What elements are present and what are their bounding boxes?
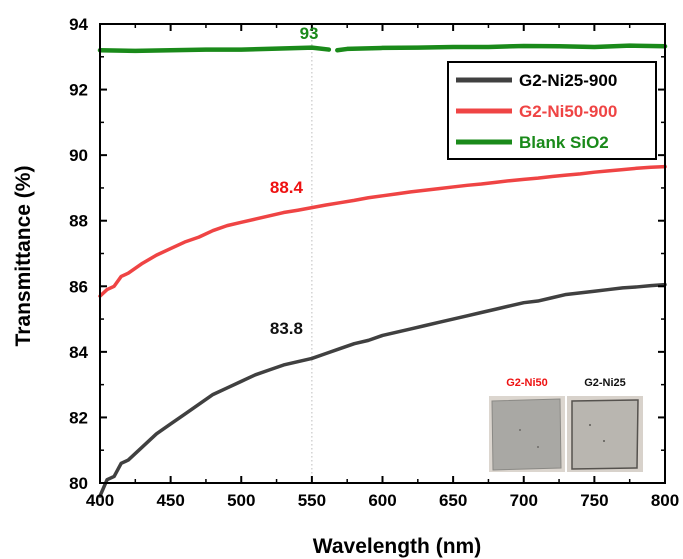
inset-photo: G2-Ni50 G2-Ni25	[489, 377, 643, 472]
x-tick-label: 800	[651, 491, 679, 510]
x-tick-label: 650	[439, 491, 467, 510]
sample-slide-g2-ni50	[491, 398, 562, 471]
value-annotation: 83.8	[270, 319, 303, 338]
x-tick-label: 400	[86, 491, 114, 510]
series-line-blank-sio2	[97, 43, 668, 54]
y-tick-label: 86	[69, 277, 88, 296]
x-tick-label: 550	[298, 491, 326, 510]
series-line-g2-ni50-900	[98, 164, 667, 298]
legend-label-g2-ni25: G2-Ni25-900	[519, 71, 617, 90]
value-annotation: 88.4	[270, 178, 304, 197]
sample-slide-g2-ni25	[571, 399, 639, 470]
series-line-g2-ni25-900	[98, 282, 667, 498]
legend: G2-Ni25-900 G2-Ni50-900 Blank SiO2	[447, 61, 657, 160]
annotation-layer: 93 88.4 83.8	[270, 24, 319, 338]
legend-label-g2-ni50: G2-Ni50-900	[519, 102, 617, 121]
inset-label-g2-ni50: G2-Ni50	[506, 377, 548, 389]
value-annotation: 93	[300, 24, 319, 43]
y-tick-label: 82	[69, 408, 88, 427]
sample-speck	[603, 440, 605, 442]
y-tick-label: 84	[69, 343, 88, 362]
legend-label-blank-sio2: Blank SiO2	[519, 133, 609, 152]
y-tick-label: 90	[69, 146, 88, 165]
ticks-layer: 400 450 500 550 600 650 700 750 800 80 82 84 86 88 90 9…	[69, 15, 679, 510]
x-tick-label: 450	[156, 491, 184, 510]
y-tick-label: 94	[69, 15, 88, 34]
sample-speck	[589, 424, 591, 426]
y-tick-label: 92	[69, 81, 88, 100]
y-tick-label: 88	[69, 212, 88, 231]
y-axis-title: Transmittance (%)	[12, 166, 35, 347]
x-tick-label: 600	[368, 491, 396, 510]
sample-speck	[537, 446, 539, 448]
x-axis-title: Wavelength (nm)	[313, 535, 481, 558]
y-tick-label: 80	[69, 474, 88, 493]
x-tick-label: 500	[227, 491, 255, 510]
series-layer	[97, 43, 668, 498]
x-tick-label: 700	[510, 491, 538, 510]
x-tick-label: 750	[580, 491, 608, 510]
inset-label-g2-ni25: G2-Ni25	[584, 377, 626, 389]
sample-speck	[519, 429, 521, 431]
